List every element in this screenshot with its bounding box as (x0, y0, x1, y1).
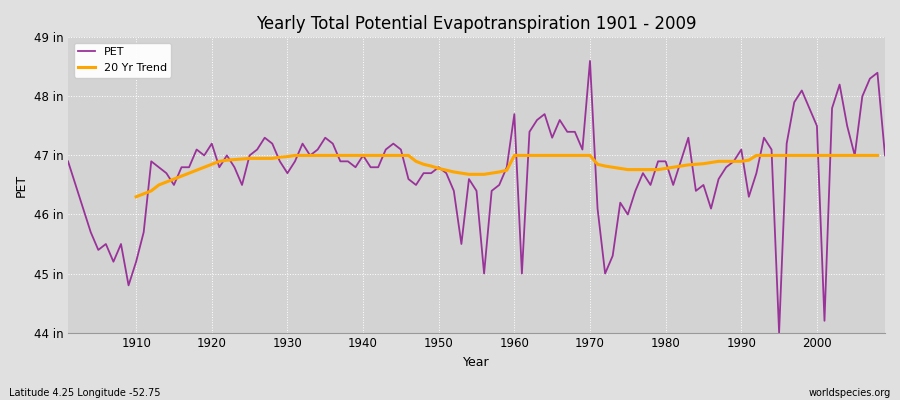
Y-axis label: PET: PET (15, 173, 28, 196)
Legend: PET, 20 Yr Trend: PET, 20 Yr Trend (74, 43, 171, 78)
PET (774, 330, 785, 335)
20 Yr Trend (508, 153, 519, 158)
20 Yr Trend (130, 194, 141, 199)
Text: worldspecies.org: worldspecies.org (809, 388, 891, 398)
PET (879, 153, 890, 158)
20 Yr Trend (872, 153, 883, 158)
20 Yr Trend (721, 159, 732, 164)
20 Yr Trend (312, 153, 323, 158)
20 Yr Trend (335, 153, 346, 158)
PET (585, 58, 596, 63)
Line: 20 Yr Trend: 20 Yr Trend (136, 156, 877, 197)
20 Yr Trend (532, 153, 543, 158)
PET (501, 165, 512, 170)
PET (508, 112, 519, 116)
20 Yr Trend (290, 153, 301, 158)
PET (123, 283, 134, 288)
Line: PET: PET (68, 61, 885, 332)
20 Yr Trend (365, 153, 376, 158)
Title: Yearly Total Potential Evapotranspiration 1901 - 2009: Yearly Total Potential Evapotranspiratio… (256, 15, 697, 33)
PET (63, 159, 74, 164)
Text: Latitude 4.25 Longitude -52.75: Latitude 4.25 Longitude -52.75 (9, 388, 160, 398)
PET (290, 159, 301, 164)
PET (335, 159, 346, 164)
X-axis label: Year: Year (464, 356, 490, 369)
PET (608, 254, 618, 258)
